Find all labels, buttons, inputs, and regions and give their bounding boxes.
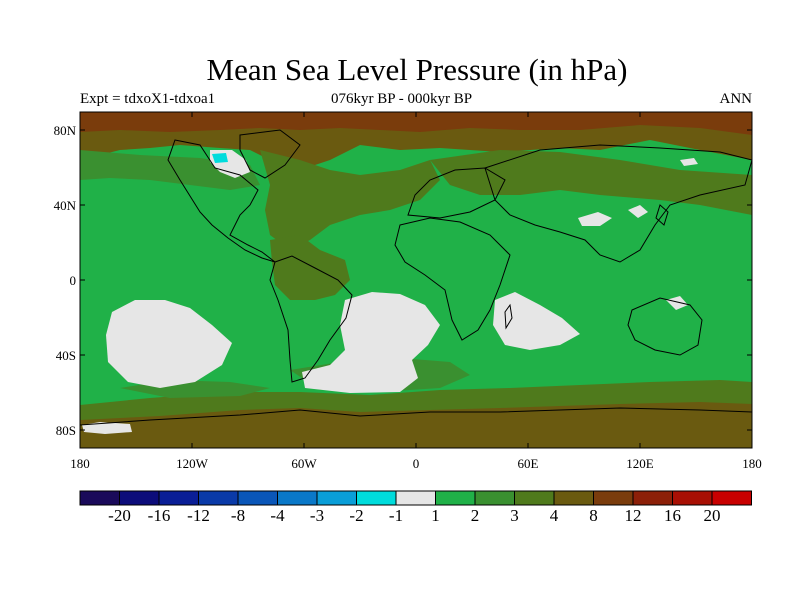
experiment-label: Expt = tdxoX1-tdxoa1 xyxy=(80,91,216,107)
colorbar-box xyxy=(237,490,278,506)
colorbar-tick-label: -16 xyxy=(147,506,171,525)
north-pacific-band xyxy=(80,150,260,190)
colorbar-tick-label: 8 xyxy=(589,506,598,525)
south-pacific-low xyxy=(106,300,232,388)
colorbar-boxes xyxy=(79,490,752,506)
colorbar-tick-label: -1 xyxy=(388,506,404,525)
colorbar-box xyxy=(593,490,634,506)
colorbar-tick-label: 3 xyxy=(510,506,519,525)
lat-label-0: 0 xyxy=(69,273,77,288)
antarctic-dark-band xyxy=(80,402,752,448)
coastlines xyxy=(80,129,752,426)
colorbar-box xyxy=(632,490,673,506)
greenland-cyan xyxy=(212,153,228,163)
lat-label-80s: 80S xyxy=(55,423,76,438)
lat-label-80n: 80N xyxy=(53,123,76,138)
colorbar-box xyxy=(79,490,120,506)
colorbar-box xyxy=(277,490,318,506)
asia-coast xyxy=(484,144,752,263)
antarctica-coast xyxy=(80,407,752,426)
atlantic-band xyxy=(270,235,350,300)
lon-label-120w: 120W xyxy=(176,456,208,471)
colorbar-tick-label: 16 xyxy=(664,506,681,525)
colorbar-box xyxy=(435,490,476,506)
lon-label-180w: 180 xyxy=(70,456,90,471)
asia-low-2 xyxy=(628,205,648,218)
colorbar-tick-label: -20 xyxy=(108,506,131,525)
axis-ticks xyxy=(80,112,752,448)
colorbar-box xyxy=(474,490,515,506)
greenland-coast xyxy=(239,129,301,179)
indian-ocean-low xyxy=(493,292,580,350)
colorbar-tick-label: -3 xyxy=(309,506,325,525)
colorbar-tick-label: 1 xyxy=(431,506,440,525)
colorbar-tick-label: 4 xyxy=(549,506,559,525)
madagascar-coast xyxy=(504,303,513,330)
colorbar-tick-label: -12 xyxy=(187,506,210,525)
lat-label-40s: 40S xyxy=(55,348,76,363)
lat-label-40n: 40N xyxy=(53,198,76,213)
lon-label-120e: 120E xyxy=(626,456,654,471)
period-label: 076kyr BP - 000kyr BP xyxy=(331,91,473,107)
colorbar-box xyxy=(553,490,594,506)
colorbar-box xyxy=(316,490,357,506)
colorbar-tick-label: -8 xyxy=(230,506,246,525)
lon-label-0: 0 xyxy=(412,456,420,471)
pacific-low-small xyxy=(666,296,688,310)
map-title: Mean Sea Level Pressure (in hPa) xyxy=(206,52,628,87)
south-atlantic-low xyxy=(302,292,440,393)
colorbar-tick-label: 2 xyxy=(470,506,480,525)
siberia-low xyxy=(680,158,698,166)
arctic-dark-band xyxy=(80,112,752,135)
colorbar-tick-label: -2 xyxy=(349,506,364,525)
south-america-coast xyxy=(269,255,353,383)
north-america-coast xyxy=(167,139,276,263)
japan-coast xyxy=(655,204,669,226)
colorbar-box xyxy=(711,490,752,506)
colorbar-box xyxy=(158,490,199,506)
lon-label-180e: 180 xyxy=(742,456,762,471)
colorbar-tick-label: 20 xyxy=(703,506,721,525)
lon-label-60e: 60E xyxy=(517,456,539,471)
colorbar-tick-label: 12 xyxy=(624,506,642,525)
colorbar-box xyxy=(395,490,436,506)
colorbar-box xyxy=(356,490,397,506)
season-label: ANN xyxy=(719,91,753,107)
asia-low-1 xyxy=(578,212,612,226)
colorbar-box xyxy=(672,490,713,506)
colorbar-box xyxy=(514,490,555,506)
africa-coast xyxy=(394,217,511,341)
antarctic-low xyxy=(82,422,132,434)
europe-coast xyxy=(407,167,506,219)
eurasia-band xyxy=(430,150,752,215)
australia-coast xyxy=(627,297,703,356)
colorbar-tick-label: -4 xyxy=(270,506,285,525)
lon-label-60w: 60W xyxy=(291,456,317,471)
colorbar-box xyxy=(198,490,239,506)
north-atlantic-band xyxy=(260,150,440,250)
map-fill xyxy=(80,112,752,448)
colorbar-box xyxy=(119,490,160,506)
